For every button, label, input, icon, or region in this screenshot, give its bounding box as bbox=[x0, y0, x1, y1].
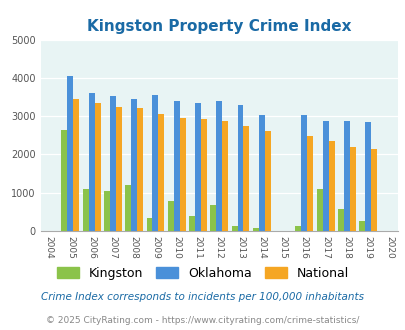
Bar bbox=[322, 121, 328, 231]
Bar bbox=[231, 226, 237, 231]
Text: Crime Index corresponds to incidents per 100,000 inhabitants: Crime Index corresponds to incidents per… bbox=[41, 292, 364, 302]
Bar bbox=[88, 93, 94, 231]
Bar bbox=[243, 126, 249, 231]
Bar bbox=[252, 228, 258, 231]
Bar bbox=[83, 189, 88, 231]
Bar bbox=[337, 209, 343, 231]
Bar bbox=[110, 96, 115, 231]
Bar bbox=[173, 101, 179, 231]
Bar bbox=[301, 115, 307, 231]
Bar bbox=[146, 217, 152, 231]
Bar bbox=[104, 191, 110, 231]
Bar bbox=[125, 185, 131, 231]
Bar bbox=[316, 189, 322, 231]
Bar bbox=[237, 106, 243, 231]
Bar bbox=[358, 221, 364, 231]
Bar bbox=[216, 101, 222, 231]
Bar bbox=[152, 95, 158, 231]
Bar bbox=[179, 118, 185, 231]
Bar bbox=[137, 108, 143, 231]
Legend: Kingston, Oklahoma, National: Kingston, Oklahoma, National bbox=[51, 262, 354, 285]
Bar bbox=[343, 121, 349, 231]
Bar bbox=[264, 131, 270, 231]
Bar bbox=[370, 149, 376, 231]
Bar bbox=[189, 216, 194, 231]
Bar bbox=[67, 76, 73, 231]
Bar bbox=[73, 99, 79, 231]
Bar bbox=[61, 130, 67, 231]
Bar bbox=[115, 107, 122, 231]
Bar bbox=[258, 115, 264, 231]
Bar bbox=[210, 205, 216, 231]
Bar bbox=[167, 201, 173, 231]
Bar bbox=[364, 122, 370, 231]
Bar bbox=[94, 103, 100, 231]
Bar bbox=[158, 114, 164, 231]
Bar bbox=[131, 99, 137, 231]
Bar bbox=[328, 141, 334, 231]
Bar bbox=[194, 103, 200, 231]
Text: © 2025 CityRating.com - https://www.cityrating.com/crime-statistics/: © 2025 CityRating.com - https://www.city… bbox=[46, 316, 359, 325]
Bar bbox=[222, 121, 228, 231]
Bar bbox=[295, 226, 301, 231]
Bar bbox=[200, 119, 207, 231]
Bar bbox=[349, 147, 355, 231]
Bar bbox=[307, 136, 313, 231]
Title: Kingston Property Crime Index: Kingston Property Crime Index bbox=[87, 19, 351, 34]
